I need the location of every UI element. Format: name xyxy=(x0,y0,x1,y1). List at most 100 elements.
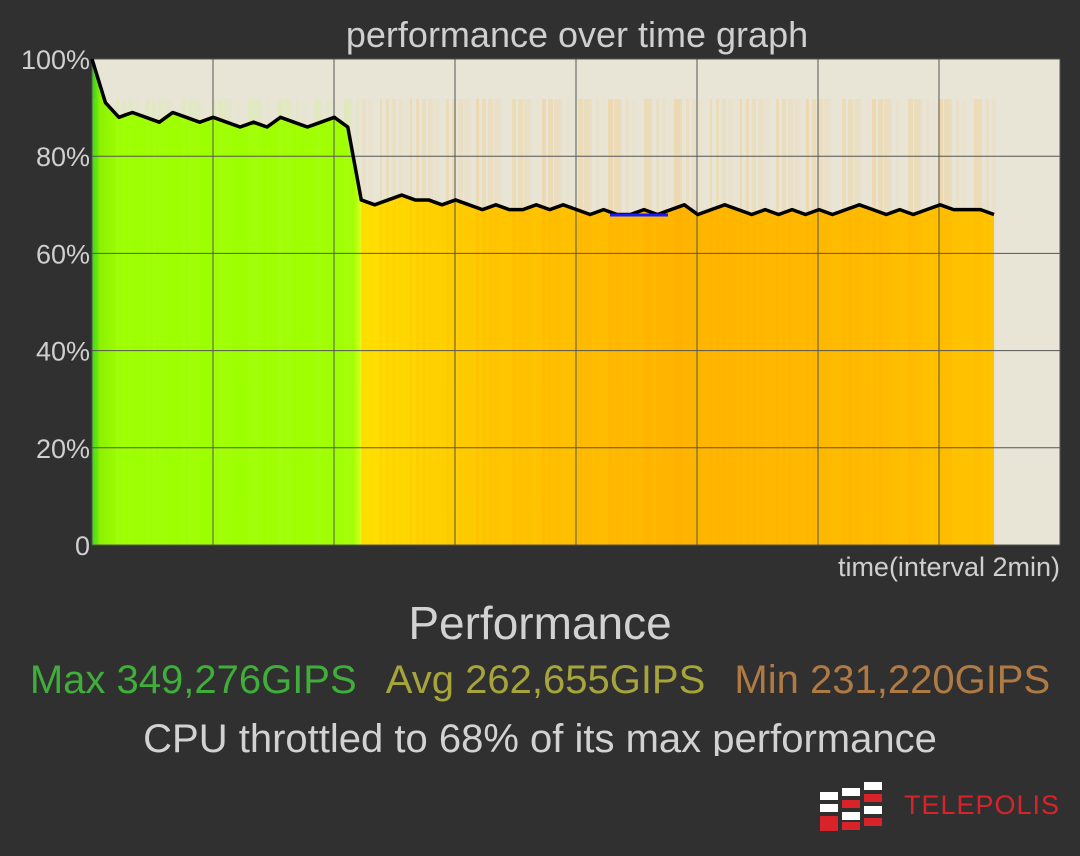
fill-stripe xyxy=(128,99,133,545)
fill-stripe xyxy=(206,99,209,545)
logo-mark-icon xyxy=(820,782,882,831)
fill-stripe xyxy=(134,99,140,545)
fill-stripe xyxy=(530,99,532,545)
fill-stripe xyxy=(428,99,433,545)
fill-stripe xyxy=(182,99,186,545)
fill-stripe xyxy=(170,99,172,545)
fill-stripe xyxy=(596,99,599,545)
fill-stripe xyxy=(470,99,472,545)
fill-stripe xyxy=(518,99,523,545)
fill-stripe xyxy=(662,99,666,545)
fill-stripe xyxy=(488,99,493,545)
fill-stripe xyxy=(278,99,283,545)
fill-stripe xyxy=(608,99,613,545)
fill-stripe xyxy=(914,99,920,545)
fill-stripe xyxy=(758,99,763,545)
throttled-fill xyxy=(361,195,994,545)
fill-stripe xyxy=(146,99,149,545)
fill-stripe xyxy=(356,99,359,545)
fill-stripe xyxy=(824,99,830,545)
fill-stripe xyxy=(674,99,680,545)
fill-stripe xyxy=(716,99,719,545)
fill-stripe xyxy=(746,99,749,545)
fill-stripe xyxy=(212,99,216,545)
telepolis-logo: TELEPOLIS xyxy=(820,782,1059,832)
fill-stripe xyxy=(404,99,410,545)
y-axis-ticks: 0 20% 40% 60% 80% 100% xyxy=(21,45,90,561)
y-tick-label: 80% xyxy=(36,142,90,172)
summary-title: Performance xyxy=(408,597,672,649)
fill-stripe xyxy=(476,99,479,545)
fill-stripe xyxy=(764,99,770,545)
gridlines xyxy=(91,58,1061,546)
fill-stripe xyxy=(254,99,260,545)
fill-stripe xyxy=(230,99,232,545)
fill-stripe xyxy=(272,99,276,545)
fill-stripe xyxy=(842,99,846,545)
fill-stripe xyxy=(776,99,779,545)
fill-stripe xyxy=(158,99,163,545)
fill-stripe xyxy=(314,99,320,545)
fill-stripe xyxy=(554,99,560,545)
fill-stripe xyxy=(368,99,373,545)
fill-stripe xyxy=(890,99,892,545)
fill-stripe xyxy=(866,99,869,545)
y-tick-label: 100% xyxy=(21,45,90,75)
fill-stripe xyxy=(380,99,382,545)
fill-stripe xyxy=(752,99,756,545)
fill-stripe xyxy=(806,99,809,545)
fill-stripe xyxy=(164,99,170,545)
fill-stripe xyxy=(422,99,426,545)
fill-stripe xyxy=(884,99,890,545)
fill-stripe xyxy=(584,99,590,545)
fill-stripe xyxy=(722,99,726,545)
fill-stripe xyxy=(794,99,800,545)
fill-stripe xyxy=(956,99,959,545)
fill-stripe xyxy=(524,99,530,545)
fill-stripe xyxy=(926,99,929,545)
fill-stripe xyxy=(734,99,740,545)
fill-stripe xyxy=(266,99,269,545)
fill-stripe xyxy=(740,99,742,545)
fill-stripe xyxy=(686,99,689,545)
fill-stripe xyxy=(944,99,950,545)
avg-stat: Avg 262,655GIPS xyxy=(385,658,706,702)
fill-stripe xyxy=(668,99,673,545)
fill-stripe xyxy=(416,99,419,545)
fill-stripe xyxy=(122,99,126,545)
fill-stripe xyxy=(104,99,110,545)
fill-stripe xyxy=(542,99,546,545)
fill-stripe xyxy=(962,99,966,545)
fill-stripe xyxy=(932,99,936,545)
fill-stripe xyxy=(872,99,876,545)
x-axis-label: time(interval 2min) xyxy=(838,552,1060,582)
fill-stripe xyxy=(974,99,980,545)
fill-stripe xyxy=(344,99,350,545)
fill-stripe xyxy=(854,99,860,545)
fill-stripe xyxy=(188,99,193,545)
fill-stripe xyxy=(140,99,142,545)
fill-stripe xyxy=(620,99,622,545)
fill-stripe xyxy=(830,99,832,545)
fill-stripe xyxy=(452,99,456,545)
fill-stripe xyxy=(992,99,996,545)
performance-line xyxy=(90,58,995,217)
fill-stripe xyxy=(260,99,262,545)
fill-stripe xyxy=(818,99,823,545)
fill-stripe xyxy=(848,99,853,545)
fill-stripe xyxy=(986,99,989,545)
max-stat: Max 349,276GIPS xyxy=(29,658,357,702)
fill-stripe xyxy=(908,99,913,545)
y-tick-label: 20% xyxy=(36,434,90,464)
fill-stripe xyxy=(860,99,862,545)
fill-stripe xyxy=(350,99,352,545)
fill-stripe xyxy=(98,99,103,545)
fill-stripe xyxy=(458,99,463,545)
fill-stripe xyxy=(578,99,583,545)
fill-stripe xyxy=(512,99,516,545)
fill-stripe xyxy=(326,99,329,545)
fill-stripe xyxy=(644,99,650,545)
fill-stripe xyxy=(464,99,470,545)
fill-stripe xyxy=(698,99,703,545)
fill-stripe xyxy=(710,99,712,545)
